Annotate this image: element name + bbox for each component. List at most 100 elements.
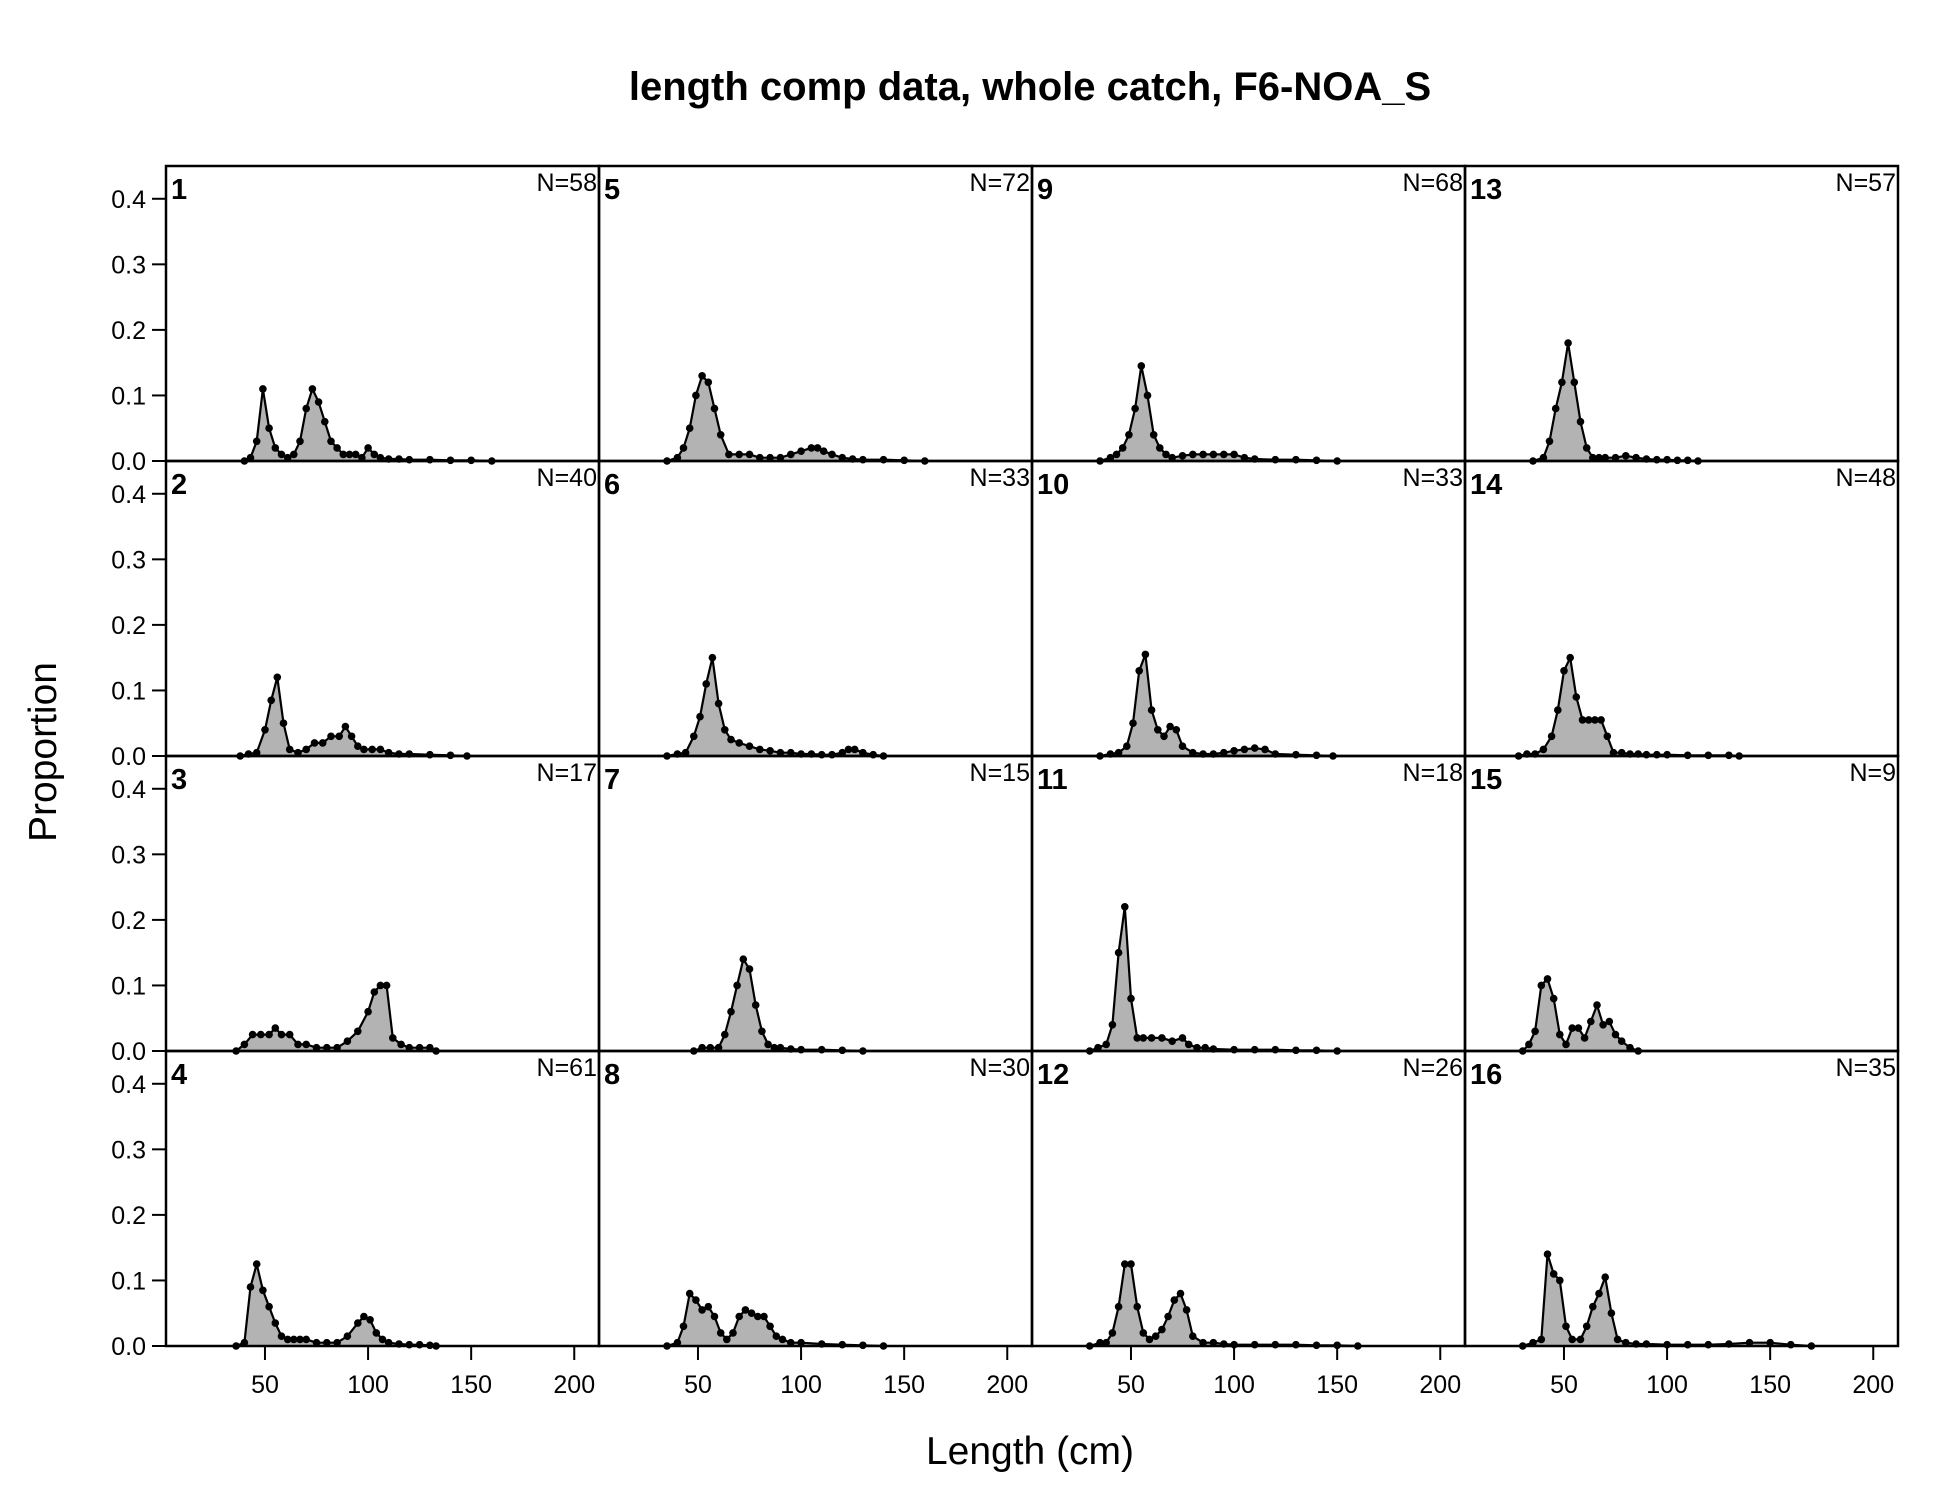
- panel-9-point: [1168, 453, 1176, 462]
- panel-9-point: [1162, 450, 1170, 459]
- panel-6-point: [702, 680, 710, 688]
- y-tick-label: 0.1: [111, 972, 146, 1000]
- panel-7-point: [764, 1040, 772, 1049]
- panel-5-frame: [597, 164, 1034, 463]
- panel-8-point: [778, 1335, 787, 1344]
- panel-10-point: [1129, 719, 1137, 727]
- panel-3-point: [302, 1040, 311, 1049]
- panel-4-point: [405, 1340, 414, 1349]
- y-tick-label: 0.4: [111, 776, 146, 804]
- panel-8-point: [797, 1338, 805, 1347]
- panel-16: 16 N=35 50 100 150 200: [1463, 1049, 1900, 1399]
- panel-11-point: [1108, 1021, 1117, 1029]
- panel-6-point: [696, 712, 704, 721]
- panel-13-point: [1663, 455, 1671, 464]
- panel-7-point: [706, 1043, 715, 1052]
- panel-4-point: [265, 1302, 273, 1311]
- x-tick-label: 200: [1852, 1371, 1894, 1399]
- y-tick-label: 0.2: [111, 317, 146, 345]
- panel-11-point: [1201, 1043, 1209, 1052]
- x-tick-label: 200: [986, 1371, 1028, 1399]
- panel-4-point: [240, 1338, 249, 1347]
- panel-13-point: [1622, 452, 1630, 460]
- panel-11-point: [1114, 948, 1123, 957]
- panel-14-point: [1591, 716, 1599, 724]
- panel-2-point: [294, 748, 302, 757]
- panel-4-point: [333, 1338, 341, 1347]
- panel-16-point: [1549, 1270, 1558, 1278]
- panel-7-point: [714, 1043, 723, 1052]
- panel-9-point: [1156, 444, 1164, 452]
- panel-11-point: [1178, 1034, 1187, 1042]
- panel-9-point: [1112, 450, 1121, 459]
- panel-1-n-label: N=58: [537, 169, 597, 197]
- panel-3-point: [294, 1040, 302, 1049]
- panel-6-point: [766, 747, 774, 755]
- y-tick-label: 0.3: [111, 1136, 146, 1164]
- panel-1-point: [308, 385, 317, 393]
- panel-9: 9 N=68: [1030, 164, 1467, 465]
- panel-7-point: [770, 1043, 779, 1052]
- panel-9-point: [1106, 453, 1115, 462]
- panel-7-point: [751, 1001, 760, 1009]
- panel-8-point: [754, 1312, 762, 1321]
- panel-14-point: [1597, 716, 1605, 724]
- panel-10-point: [1240, 745, 1249, 754]
- panel-11-point: [1127, 994, 1135, 1003]
- panel-5-point: [819, 447, 828, 456]
- panel-1-point: [296, 437, 304, 446]
- panel-13-point: [1564, 339, 1572, 347]
- panel-16-point: [1556, 1276, 1564, 1285]
- panel-3-point: [426, 1043, 434, 1052]
- panel-11-point: [1250, 1045, 1259, 1054]
- panel-10-frame: [1030, 459, 1467, 758]
- panel-5-point: [859, 455, 867, 464]
- panel-5-point: [685, 424, 694, 433]
- panel-5-point: [828, 450, 836, 459]
- panel-14-point: [1539, 745, 1548, 754]
- panel-5-point: [787, 450, 795, 459]
- panel-16-point: [1766, 1338, 1774, 1347]
- panel-8-point: [787, 1338, 795, 1347]
- panel-6-point: [690, 732, 698, 741]
- panel-16-point: [1613, 1335, 1622, 1344]
- panel-2-frame: [164, 459, 601, 758]
- panel-12-point: [1151, 1332, 1160, 1340]
- panel-5-point: [807, 444, 816, 452]
- panel-3-point: [405, 1043, 414, 1052]
- panel-6-point: [708, 653, 717, 662]
- panel-12-point: [1121, 1260, 1129, 1268]
- panel-12-point: [1189, 1332, 1197, 1340]
- panel-8-point: [692, 1296, 700, 1304]
- panel-14-point: [1609, 748, 1618, 757]
- panel-7-point: [739, 955, 748, 963]
- panel-9-point: [1240, 453, 1249, 462]
- panel-5-point: [838, 453, 847, 462]
- chart-title: length comp data, whole catch, F6-NOA_S: [629, 65, 1431, 109]
- panel-7-line: [693, 956, 863, 1053]
- panel-7-point: [758, 1027, 766, 1036]
- panel-16-point: [1537, 1335, 1546, 1344]
- panel-4-point: [271, 1319, 280, 1327]
- panel-12-point: [1158, 1325, 1166, 1334]
- panel-15-point: [1549, 994, 1558, 1003]
- panel-7-frame: [597, 754, 1034, 1053]
- panel-1-area: [244, 388, 492, 461]
- panel-12-point: [1133, 1302, 1141, 1311]
- panel-8-point: [741, 1306, 750, 1314]
- panel-11-point: [1230, 1045, 1238, 1054]
- panel-14-point: [1603, 732, 1612, 741]
- panel-16-id-label: 16: [1470, 1059, 1502, 1091]
- panel-3-point: [323, 1043, 331, 1052]
- panel-5-point: [797, 447, 805, 456]
- panel-9-point: [1189, 450, 1197, 459]
- panel-3-id-label: 3: [171, 764, 187, 796]
- panel-3-point: [389, 1034, 397, 1042]
- panel-10-point: [1166, 722, 1174, 731]
- panel-9-id-label: 9: [1037, 174, 1053, 206]
- panel-10: 10 N=33: [1030, 459, 1467, 760]
- panel-8-point: [716, 1329, 725, 1337]
- panel-12-point: [1114, 1302, 1123, 1311]
- panel-3-n-label: N=17: [537, 759, 597, 787]
- panel-10-point: [1261, 745, 1269, 754]
